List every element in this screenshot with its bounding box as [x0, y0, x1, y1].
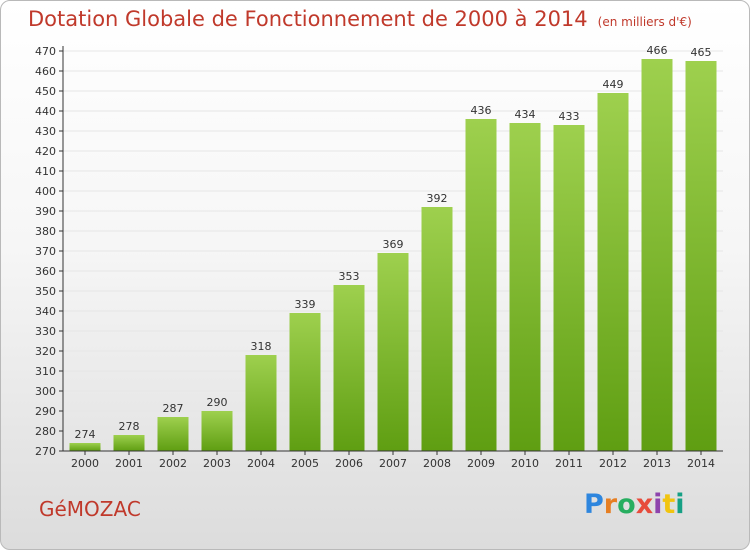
y-tick-label: 450 — [35, 85, 56, 98]
y-tick-label: 420 — [35, 145, 56, 158]
logo-letter: i — [653, 489, 663, 520]
data-label: 436 — [471, 104, 492, 117]
x-tick-label: 2002 — [159, 457, 187, 470]
y-tick-label: 290 — [35, 405, 56, 418]
x-tick-label: 2004 — [247, 457, 275, 470]
y-tick-label: 340 — [35, 305, 56, 318]
x-tick-label: 2001 — [115, 457, 143, 470]
bar-2007 — [377, 253, 409, 451]
bar-2004 — [245, 355, 277, 451]
data-labels: 274 278 287 290 318 339 353 369 392 436 434 433 449 4… — [75, 44, 712, 441]
data-label: 466 — [647, 44, 668, 57]
logo-letter: P — [584, 489, 604, 520]
y-tick-label: 400 — [35, 185, 56, 198]
x-tick-label: 2007 — [379, 457, 407, 470]
x-tick-label: 2012 — [599, 457, 627, 470]
bar-2001 — [113, 435, 145, 451]
x-tick-label: 2003 — [203, 457, 231, 470]
y-tick-label: 430 — [35, 125, 56, 138]
bar-2002 — [157, 417, 189, 451]
bar-2010 — [509, 123, 541, 451]
y-tick-label: 440 — [35, 105, 56, 118]
x-tick-label: 2000 — [71, 457, 99, 470]
data-label: 287 — [163, 402, 184, 415]
y-tick-label: 410 — [35, 165, 56, 178]
y-tick-label: 330 — [35, 325, 56, 338]
logo-letter: r — [603, 489, 618, 520]
y-tick-label: 380 — [35, 225, 56, 238]
bar-2003 — [201, 411, 233, 451]
data-label: 353 — [339, 270, 360, 283]
x-tick-label: 2008 — [423, 457, 451, 470]
data-label: 392 — [427, 192, 448, 205]
y-tick-label: 370 — [35, 245, 56, 258]
y-tick-label: 460 — [35, 65, 56, 78]
data-label: 449 — [603, 78, 624, 91]
data-label: 465 — [691, 46, 712, 59]
x-tick-label: 2013 — [643, 457, 671, 470]
logo-letter: i — [675, 489, 685, 520]
x-tick-label: 2014 — [687, 457, 715, 470]
chart-title: Dotation Globale de Fonctionnement de 20… — [28, 7, 692, 31]
x-tick-label: 2009 — [467, 457, 495, 470]
logo-letter: t — [662, 489, 676, 520]
data-label: 290 — [207, 396, 228, 409]
y-tick-label: 350 — [35, 285, 56, 298]
data-label: 274 — [75, 428, 96, 441]
data-label: 318 — [251, 340, 272, 353]
data-label: 278 — [119, 420, 140, 433]
data-label: 369 — [383, 238, 404, 251]
axes: 270 280 290 300 310 320 330 340 350 360 370 380 390 4… — [35, 45, 723, 470]
y-tick-label: 300 — [35, 385, 56, 398]
bar-2006 — [333, 285, 365, 451]
y-tick-label: 390 — [35, 205, 56, 218]
y-tick-label: 320 — [35, 345, 56, 358]
x-tick-label: 2005 — [291, 457, 319, 470]
x-tick-label: 2010 — [511, 457, 539, 470]
bar-2012 — [597, 93, 629, 451]
x-tick-label: 2006 — [335, 457, 363, 470]
bar-2013 — [641, 59, 673, 451]
y-tick-label: 470 — [35, 45, 56, 58]
logo-letter: o — [617, 489, 636, 520]
place-name: GéMOZAC — [39, 497, 141, 521]
data-label: 434 — [515, 108, 536, 121]
chart-subtitle: (en milliers d'€) — [597, 15, 692, 29]
y-tick-label: 360 — [35, 265, 56, 278]
bar-2011 — [553, 125, 585, 451]
bars — [69, 59, 717, 451]
logo-letter: x — [635, 489, 654, 520]
data-label: 339 — [295, 298, 316, 311]
bar-2014 — [685, 61, 717, 451]
y-tick-label: 270 — [35, 445, 56, 458]
bar-2005 — [289, 313, 321, 451]
x-tick-label: 2011 — [555, 457, 583, 470]
bar-2008 — [421, 207, 453, 451]
y-tick-label: 310 — [35, 365, 56, 378]
data-label: 433 — [559, 110, 580, 123]
y-tick-label: 280 — [35, 425, 56, 438]
proxiti-logo[interactable]: Proxiti — [584, 489, 685, 520]
bar-2009 — [465, 119, 497, 451]
bar-2000 — [69, 443, 101, 451]
